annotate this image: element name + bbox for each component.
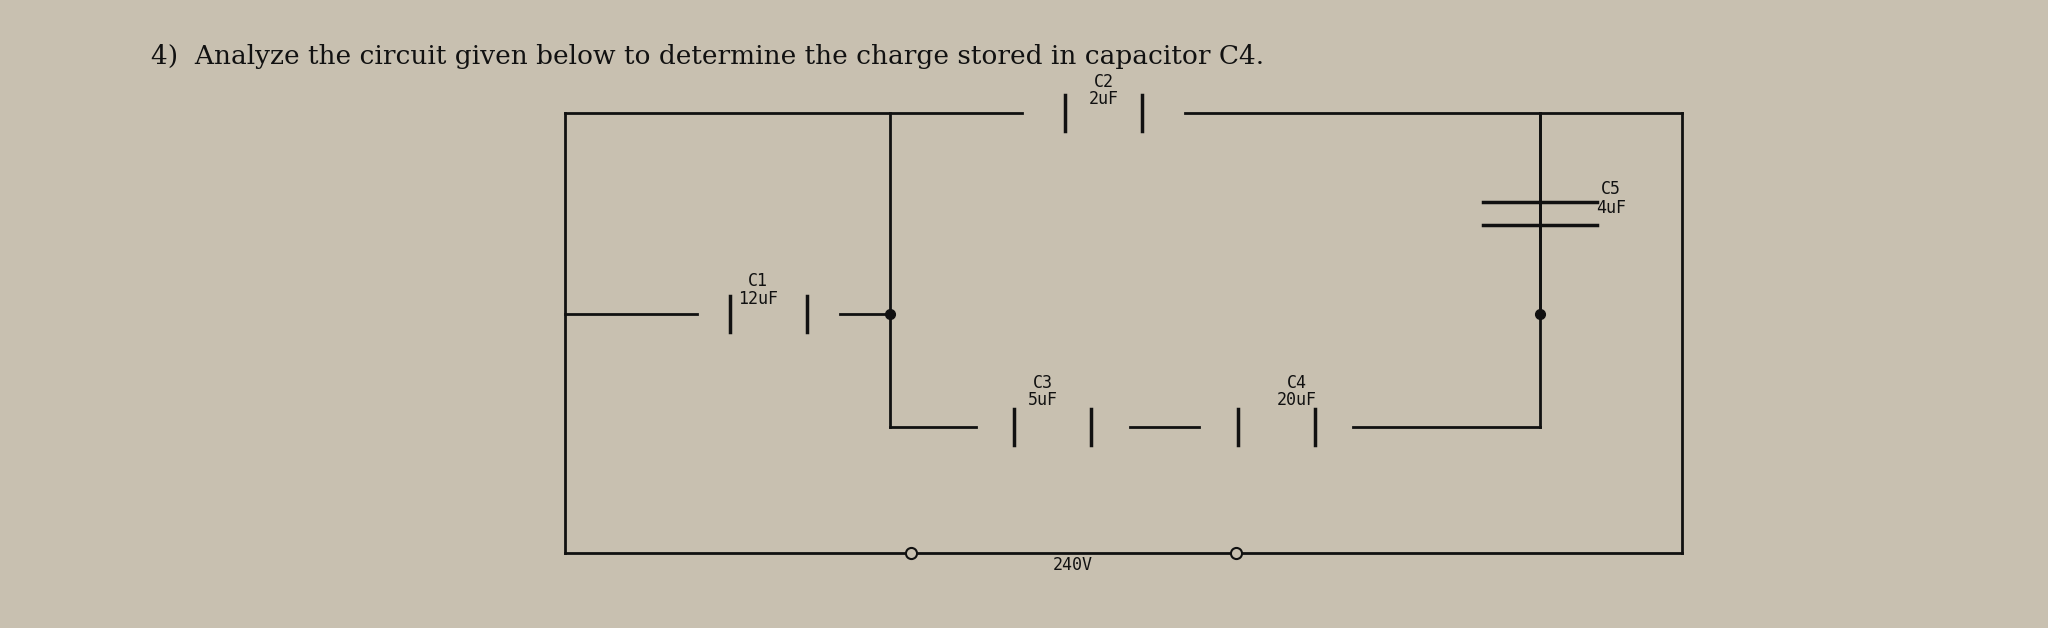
Text: 4uF: 4uF bbox=[1595, 198, 1626, 217]
Text: C1: C1 bbox=[748, 272, 768, 290]
Text: C5: C5 bbox=[1602, 180, 1622, 198]
Text: 12uF: 12uF bbox=[737, 290, 778, 308]
Text: C4: C4 bbox=[1286, 374, 1307, 392]
Text: 240V: 240V bbox=[1053, 556, 1094, 574]
Text: C3: C3 bbox=[1032, 374, 1053, 392]
Text: 20uF: 20uF bbox=[1276, 391, 1317, 409]
Text: 5uF: 5uF bbox=[1028, 391, 1057, 409]
Text: 4)  Analyze the circuit given below to determine the charge stored in capacitor : 4) Analyze the circuit given below to de… bbox=[152, 44, 1264, 69]
Text: C2: C2 bbox=[1094, 73, 1114, 91]
Text: 2uF: 2uF bbox=[1090, 90, 1118, 108]
